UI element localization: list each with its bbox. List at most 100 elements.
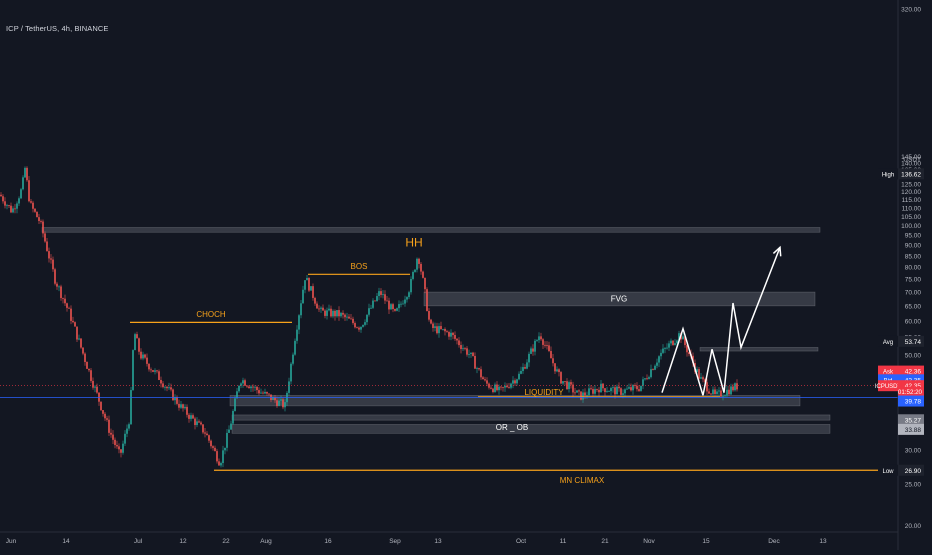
candle-body: [458, 340, 460, 346]
candle-body: [540, 336, 542, 340]
candle-body: [112, 434, 114, 440]
candle-body: [674, 343, 676, 346]
candle-body: [216, 451, 218, 462]
level-b-badge-value: 35.27: [905, 417, 922, 424]
ask-badge-label: Ask: [883, 370, 894, 376]
fvg-label: FVG: [611, 295, 627, 304]
candle-body: [168, 387, 170, 389]
candle-body: [504, 385, 506, 388]
candle-body: [708, 391, 710, 394]
candle-body: [184, 406, 186, 409]
candle-body: [352, 318, 354, 324]
candle-body: [704, 379, 706, 383]
candle-body: [454, 335, 456, 339]
candle-body: [106, 418, 108, 420]
candle-body: [272, 397, 274, 400]
bid-badge-label-bg: [878, 374, 898, 386]
candle-body: [736, 383, 738, 390]
candle-body: [120, 449, 122, 453]
price-tick-label: 320.00: [901, 6, 921, 13]
candle-body: [60, 286, 62, 299]
candle-body: [440, 326, 442, 330]
candle-body: [572, 384, 574, 393]
candle-body: [616, 386, 618, 395]
candle-body: [530, 348, 532, 354]
countdown-bg: [898, 386, 924, 397]
candle-body: [546, 345, 548, 346]
candle-body: [166, 386, 168, 389]
candle-body: [426, 289, 428, 312]
candle-body: [342, 312, 344, 315]
candle-body: [460, 345, 462, 350]
candle-body: [700, 377, 702, 379]
candle-body: [110, 432, 112, 435]
symbol-name[interactable]: ICP / TetherUS: [6, 24, 58, 33]
candle-body: [252, 386, 254, 388]
candle-body: [34, 208, 36, 212]
candle-body: [486, 380, 488, 384]
candle-body: [192, 415, 194, 419]
candle-body: [204, 432, 206, 434]
candle-body: [370, 307, 372, 309]
candle-body: [576, 390, 578, 393]
candle-body: [496, 384, 498, 391]
candle-body: [592, 389, 594, 394]
candle-body: [650, 369, 652, 378]
candle-body: [422, 271, 424, 278]
candle-body: [364, 322, 366, 325]
candle-body: [268, 393, 270, 395]
candle-body: [246, 385, 248, 387]
candle-body: [214, 447, 216, 452]
candle-body: [724, 395, 726, 397]
mn-climax-label: MN CLIMAX: [560, 476, 605, 485]
candle-body: [686, 345, 688, 353]
candle-body: [162, 383, 164, 388]
candle-body: [332, 310, 334, 317]
candle-body: [664, 348, 666, 349]
candle-body: [150, 369, 152, 371]
candle-body: [396, 308, 398, 311]
candle-body: [130, 390, 132, 425]
candle-body: [66, 303, 68, 308]
candle-body: [154, 370, 156, 372]
candle-body: [334, 310, 336, 317]
time-tick-label: 22: [222, 538, 230, 545]
time-tick-label: Nov: [643, 538, 655, 545]
candle-body: [124, 433, 126, 444]
price-tick-label: 70.00: [905, 290, 922, 297]
candle-body: [382, 294, 384, 296]
low-badge-value: 26.90: [905, 468, 922, 475]
candle-body: [88, 368, 90, 371]
candle-body: [76, 326, 78, 340]
candle-body: [726, 389, 728, 396]
candle-body: [54, 269, 56, 284]
candle-body: [48, 251, 50, 259]
candle-body: [258, 390, 260, 394]
time-tick-label: 16: [324, 538, 332, 545]
candle-body: [336, 310, 338, 317]
candle-body: [354, 323, 356, 328]
candle-body: [310, 286, 312, 291]
symbol-exchange: BINANCE: [74, 24, 109, 33]
price-tick-label: 115.00: [902, 197, 922, 204]
candle-body: [568, 382, 570, 390]
candle-body: [386, 300, 388, 302]
candle-body: [298, 315, 300, 330]
or-ob-zone-1: [231, 414, 831, 421]
candle-body: [658, 356, 660, 363]
candle-body: [178, 403, 180, 408]
candle-body: [654, 365, 656, 370]
candle-body: [174, 396, 176, 401]
candle-body: [470, 352, 472, 354]
candle-body: [420, 263, 422, 272]
candle-body: [414, 269, 416, 272]
time-tick-label: 15: [702, 538, 710, 545]
candle-body: [596, 389, 598, 390]
candle-body: [242, 380, 244, 384]
symbol-interval[interactable]: 4h: [61, 24, 71, 33]
time-tick-label: Jun: [6, 538, 17, 545]
price-tick-label: 75.00: [905, 277, 922, 284]
candle-body: [126, 428, 128, 434]
